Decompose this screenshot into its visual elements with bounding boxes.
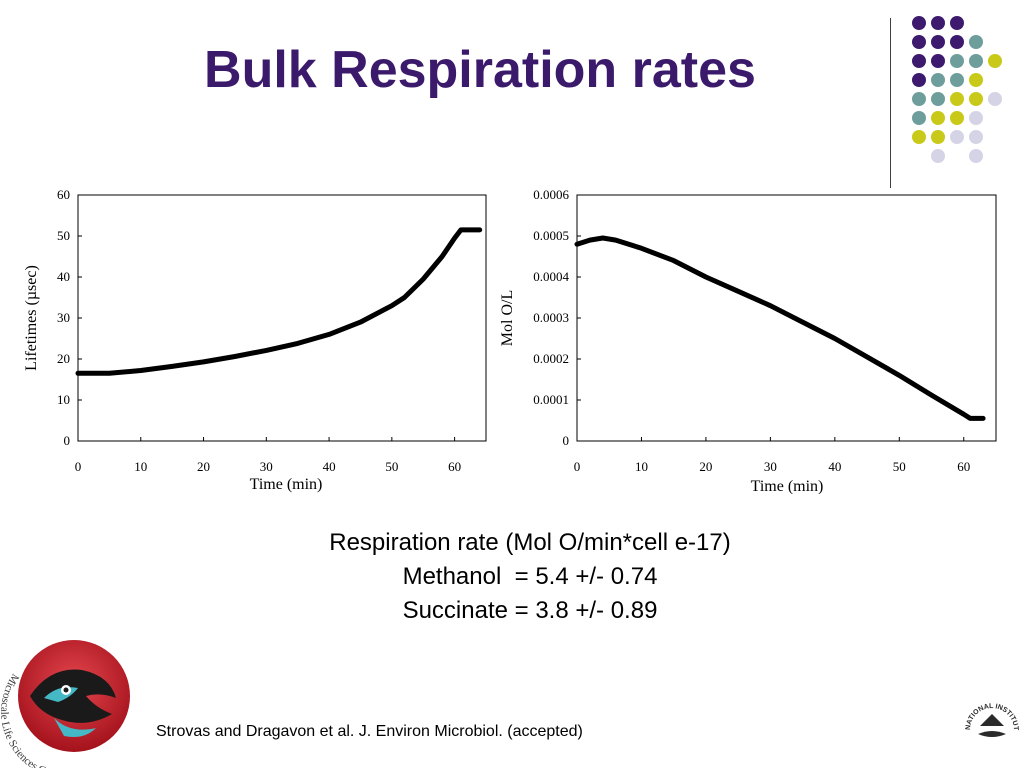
decorative-divider bbox=[890, 18, 891, 188]
x-tick-label: 40 bbox=[828, 459, 841, 474]
summary-heading: Respiration rate (Mol O/min*cell e-17) bbox=[329, 529, 731, 556]
x-ticks: 0 10 20 30 40 50 60 bbox=[75, 437, 461, 474]
decorative-dot-grid bbox=[912, 16, 1002, 163]
y-tick-label: 0.0005 bbox=[533, 228, 569, 243]
y-axis-label: Lifetimes (µsec) bbox=[23, 265, 40, 371]
decorative-dot bbox=[950, 35, 964, 49]
x-tick-label: 40 bbox=[323, 459, 336, 474]
x-axis-label: Time (min) bbox=[751, 478, 824, 494]
decorative-dot bbox=[931, 54, 945, 68]
decorative-dot bbox=[969, 111, 983, 125]
decorative-dot bbox=[950, 16, 964, 30]
y-tick-label: 0.0002 bbox=[533, 351, 569, 366]
summary-methanol: Methanol = 5.4 +/- 0.74 bbox=[402, 563, 658, 590]
y-tick-label: 10 bbox=[57, 392, 70, 407]
lifetimes-chart: 0 10 20 30 40 50 60 0 10 20 30 40 50 60 Time (min) L… bbox=[18, 184, 498, 494]
y-tick-label: 60 bbox=[57, 187, 70, 202]
x-tick-label: 60 bbox=[957, 459, 970, 474]
plot-area-frame bbox=[77, 194, 487, 442]
y-tick-label: 0.0001 bbox=[533, 392, 569, 407]
y-tick-label: 0.0004 bbox=[533, 269, 569, 284]
logo-right-text: NATIONAL INSTITUTES OF HEALTH bbox=[962, 696, 1019, 731]
decorative-dot bbox=[969, 92, 983, 106]
x-tick-label: 60 bbox=[448, 459, 461, 474]
decorative-dot bbox=[931, 130, 945, 144]
decorative-dot bbox=[950, 92, 964, 106]
y-tick-label: 30 bbox=[57, 310, 70, 325]
x-tick-label: 10 bbox=[134, 459, 147, 474]
y-ticks: 0 10 20 30 40 50 60 bbox=[57, 187, 82, 448]
x-tick-label: 20 bbox=[197, 459, 210, 474]
decorative-dot bbox=[969, 149, 983, 163]
decorative-dot bbox=[912, 73, 926, 87]
citation: Strovas and Dragavon et al. J. Environ M… bbox=[156, 723, 583, 740]
decorative-dot bbox=[931, 35, 945, 49]
x-tick-label: 0 bbox=[75, 459, 82, 474]
y-tick-label: 0.0003 bbox=[533, 310, 569, 325]
summary-succinate: Succinate = 3.8 +/- 0.89 bbox=[402, 597, 658, 624]
decorative-dot bbox=[950, 54, 964, 68]
decorative-dot bbox=[912, 35, 926, 49]
decorative-dot bbox=[931, 92, 945, 106]
x-tick-label: 10 bbox=[635, 459, 648, 474]
decorative-dot bbox=[988, 92, 1002, 106]
decorative-dot bbox=[931, 149, 945, 163]
decorative-dot bbox=[950, 130, 964, 144]
y-tick-label: 0 bbox=[563, 433, 570, 448]
nih-logo: NATIONAL INSTITUTES OF HEALTH bbox=[962, 696, 1019, 737]
decorative-dot bbox=[988, 54, 1002, 68]
decorative-dot bbox=[969, 35, 983, 49]
mol-o-chart: 0 0.0001 0.0002 0.0003 0.0004 0.0005 0.0006 0 1… bbox=[495, 184, 1005, 495]
decorative-dot bbox=[969, 54, 983, 68]
decorative-dot bbox=[931, 16, 945, 30]
slide-title: Bulk Respiration rates bbox=[204, 41, 756, 99]
plot-area-frame bbox=[576, 194, 997, 442]
x-tick-label: 50 bbox=[893, 459, 906, 474]
x-tick-label: 30 bbox=[764, 459, 777, 474]
x-tick-label: 0 bbox=[574, 459, 581, 474]
mol-o-series-line bbox=[574, 235, 986, 421]
y-tick-label: 20 bbox=[57, 351, 70, 366]
decorative-dot bbox=[969, 130, 983, 144]
lifetimes-series-line bbox=[75, 227, 483, 376]
decorative-dot bbox=[912, 92, 926, 106]
decorative-dot bbox=[912, 54, 926, 68]
x-ticks: 0 10 20 30 40 50 60 bbox=[574, 437, 970, 474]
y-tick-label: 50 bbox=[57, 228, 70, 243]
lifetimes-chart-svg: 0 10 20 30 40 50 60 0 10 20 30 40 50 60 Time (min) L… bbox=[23, 187, 487, 493]
decorative-dot bbox=[912, 16, 926, 30]
decorative-dot bbox=[912, 111, 926, 125]
y-tick-label: 40 bbox=[57, 269, 70, 284]
y-tick-label: 0.0006 bbox=[533, 187, 569, 202]
mol-o-chart-svg: 0 0.0001 0.0002 0.0003 0.0004 0.0005 0.0006 0 1… bbox=[499, 187, 997, 495]
decorative-dot bbox=[931, 111, 945, 125]
x-tick-label: 30 bbox=[260, 459, 273, 474]
decorative-dot bbox=[950, 111, 964, 125]
y-tick-label: 0 bbox=[64, 433, 71, 448]
y-ticks: 0 0.0001 0.0002 0.0003 0.0004 0.0005 0.0006 bbox=[533, 187, 581, 448]
svg-text:NATIONAL INSTITUTES OF HEALTH: NATIONAL INSTITUTES OF HEALTH bbox=[962, 696, 1019, 731]
decorative-dot bbox=[969, 73, 983, 87]
decorative-dot bbox=[912, 130, 926, 144]
x-axis-label: Time (min) bbox=[250, 476, 323, 493]
decorative-dot bbox=[950, 73, 964, 87]
microscale-life-sciences-center-logo: Microscale Life Sciences Center bbox=[0, 640, 130, 768]
x-tick-label: 20 bbox=[699, 459, 712, 474]
respiration-summary: Respiration rate (Mol O/min*cell e-17) M… bbox=[220, 526, 840, 628]
x-tick-label: 50 bbox=[385, 459, 398, 474]
y-axis-label: Mol O/L bbox=[499, 290, 516, 346]
decorative-dot bbox=[931, 73, 945, 87]
